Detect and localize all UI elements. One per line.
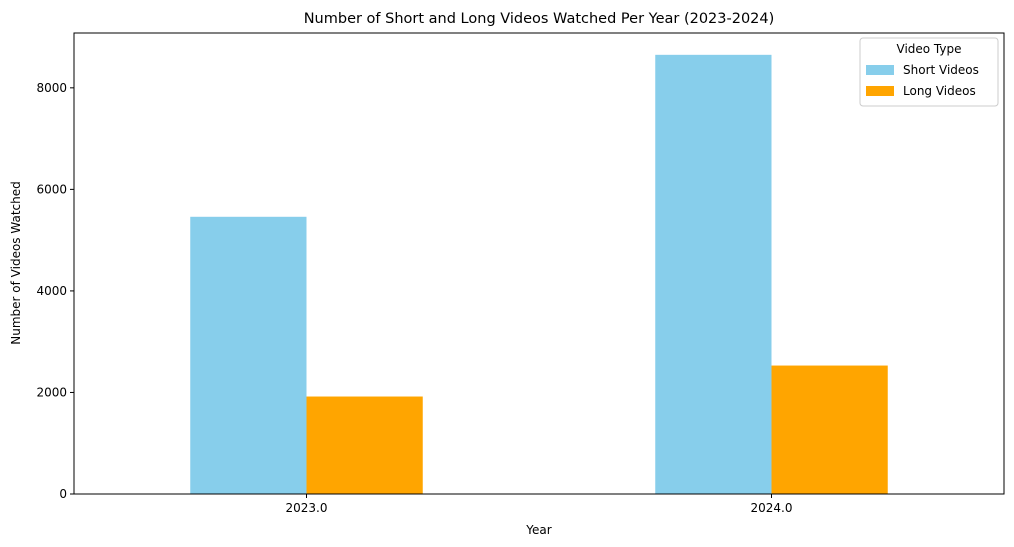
x-tick-label-0: 2023.0: [286, 501, 328, 515]
plot-frame: [73, 32, 1005, 495]
x-axis: 2023.0 2024.0: [286, 494, 793, 515]
chart-title: Number of Short and Long Videos Watched …: [304, 11, 775, 27]
legend-title: Video Type: [897, 42, 962, 56]
legend-frame: [859, 37, 999, 107]
legend-label-1: Long Videos: [903, 84, 976, 98]
x-tick-label-1: 2024.0: [751, 501, 793, 515]
legend: Video Type Short Videos Long Videos: [859, 37, 999, 107]
y-tick-label-2: 4000: [36, 284, 67, 298]
bars-group: [190, 54, 888, 495]
y-tick-label-0: 0: [59, 487, 67, 501]
x-axis-label: Year: [525, 523, 551, 537]
legend-swatch-0: [866, 65, 894, 75]
y-axis: 0 2000 4000 6000 8000: [36, 81, 74, 501]
y-tick-label-3: 6000: [36, 182, 67, 196]
bar-long-videos-0: [306, 396, 423, 494]
legend-swatch-1: [866, 86, 894, 96]
y-axis-label: Number of Videos Watched: [9, 181, 23, 344]
y-tick-label-4: 8000: [36, 81, 67, 95]
bar-short-videos-0: [190, 216, 307, 495]
bar-long-videos-1: [771, 365, 888, 494]
legend-label-0: Short Videos: [903, 63, 979, 77]
bar-short-videos-1: [655, 54, 772, 494]
y-tick-label-1: 2000: [36, 385, 67, 399]
